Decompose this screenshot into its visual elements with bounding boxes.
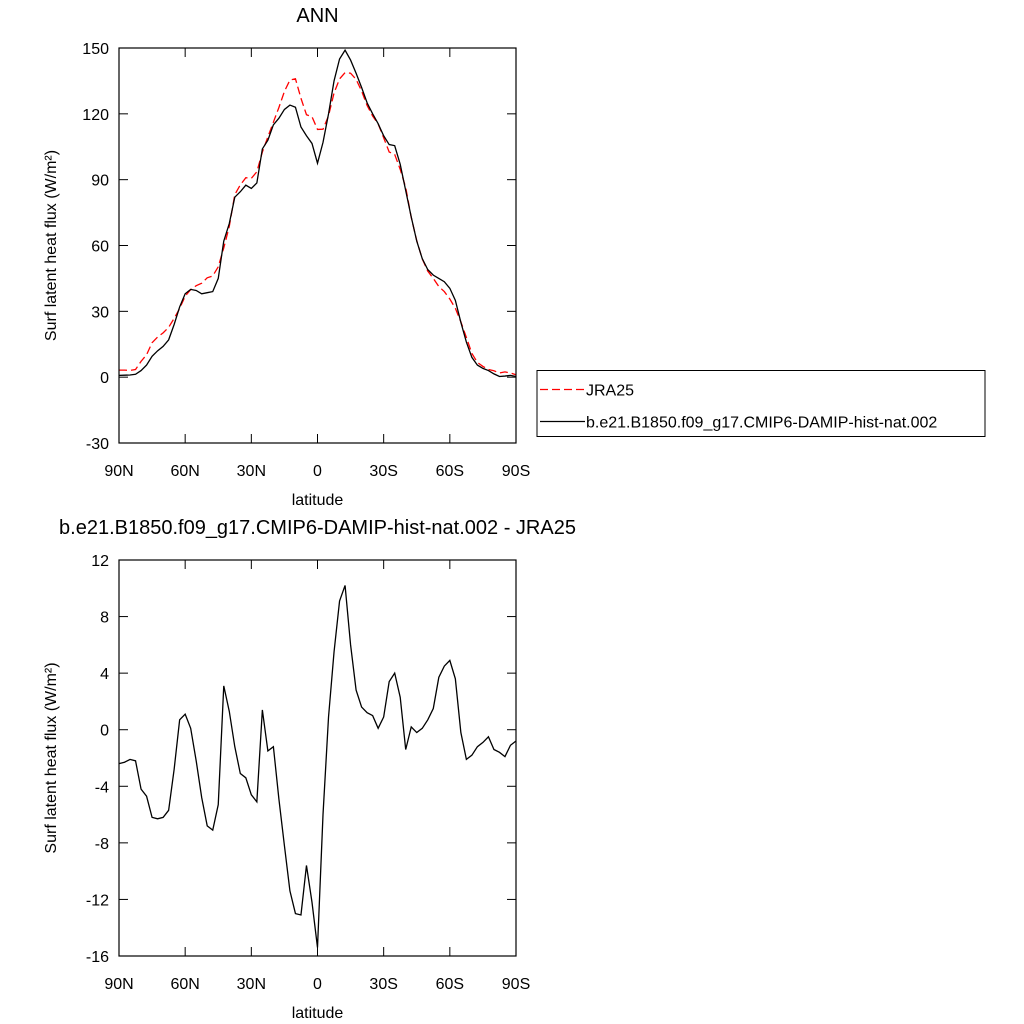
x-tick-label: 30N: [237, 976, 266, 993]
legend-box: [536, 370, 986, 437]
data-line: [118, 585, 517, 948]
data-line: [118, 48, 517, 378]
y-tick-label: 8: [100, 610, 109, 627]
x-tick-label: 90N: [104, 463, 133, 480]
x-tick-label: 60N: [170, 463, 199, 480]
y-axis-label: Surf latent heat flux (W/m²): [43, 662, 60, 853]
y-tick-label: -4: [95, 779, 109, 796]
y-axis-label: Surf latent heat flux (W/m²): [43, 150, 60, 341]
x-tick-label: 30S: [369, 463, 397, 480]
x-tick-label: 0: [313, 463, 322, 480]
y-tick-label: 4: [100, 666, 109, 683]
y-tick-label: 90: [91, 173, 109, 190]
x-tick-label: 30N: [237, 463, 266, 480]
x-tick-label: 90N: [104, 976, 133, 993]
plot-frame: [118, 559, 517, 957]
chart-title: b.e21.B1850.f09_g17.CMIP6-DAMIP-hist-nat…: [59, 517, 576, 539]
x-tick-label: 60S: [436, 463, 464, 480]
x-tick-label: 90S: [502, 976, 530, 993]
y-tick-label: 30: [91, 304, 109, 321]
x-tick-label: 60S: [436, 976, 464, 993]
y-tick-label: 120: [82, 107, 109, 124]
y-tick-label: -12: [86, 892, 109, 909]
y-tick-label: 60: [91, 239, 109, 256]
x-axis-label: latitude: [292, 1005, 344, 1022]
y-tick-label: -30: [86, 436, 109, 453]
data-line: [119, 71, 517, 376]
x-axis-label: latitude: [292, 492, 344, 509]
x-tick-label: 30S: [369, 976, 397, 993]
y-tick-label: 150: [82, 41, 109, 58]
plot-frame: [118, 47, 517, 444]
legend-label: JRA25: [586, 383, 634, 400]
x-tick-label: 60N: [170, 976, 199, 993]
x-tick-label: 90S: [502, 463, 530, 480]
y-tick-label: -8: [95, 836, 109, 853]
y-tick-label: -16: [86, 949, 109, 966]
y-tick-label: 12: [91, 553, 109, 570]
chart-title: ANN: [296, 5, 338, 27]
y-tick-label: 0: [100, 370, 109, 387]
y-tick-label: 0: [100, 723, 109, 740]
x-tick-label: 0: [313, 976, 322, 993]
legend-label: b.e21.B1850.f09_g17.CMIP6-DAMIP-hist-nat…: [586, 415, 937, 432]
